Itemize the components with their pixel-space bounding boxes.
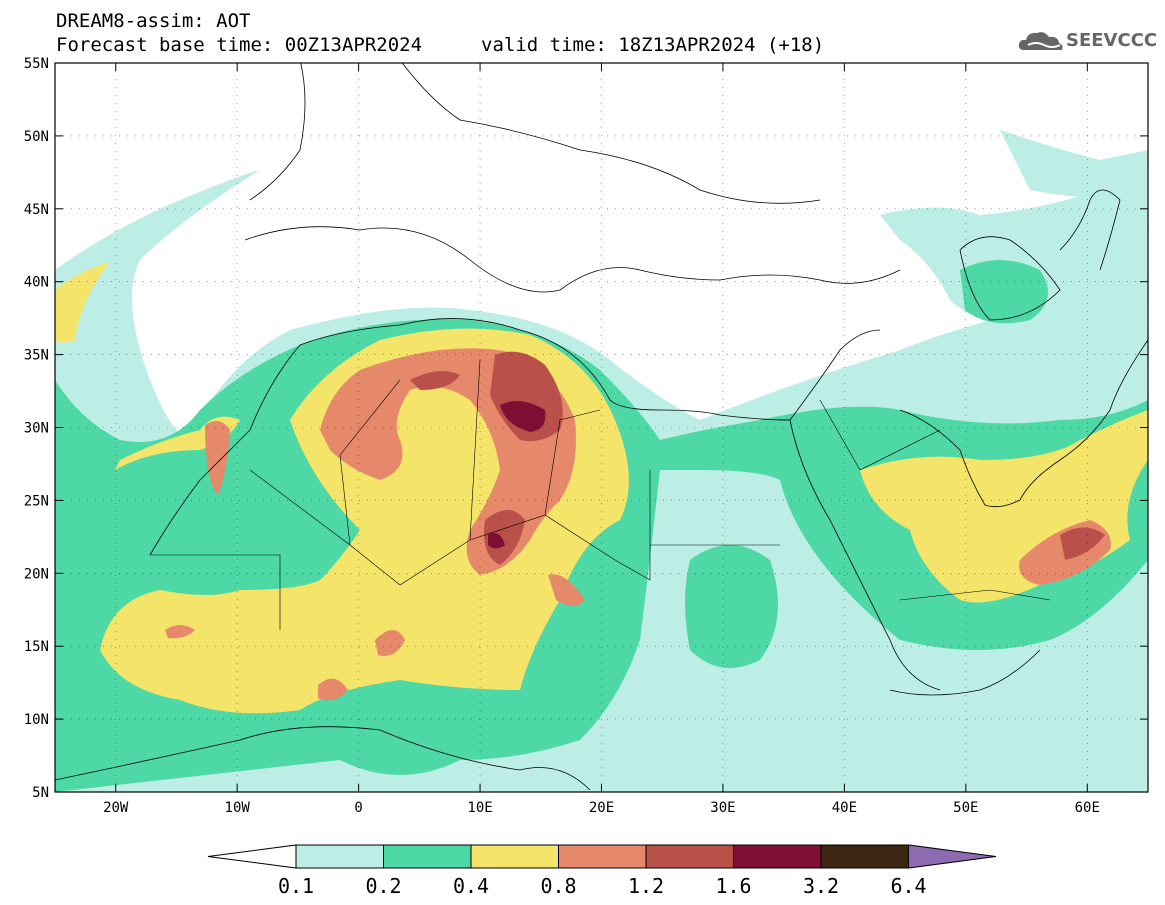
- lat-tick-label: 10N: [24, 712, 49, 728]
- lat-tick-label: 5N: [32, 785, 49, 801]
- lat-tick-label: 35N: [24, 348, 49, 364]
- colorbar-label: 6.4: [890, 874, 926, 898]
- aot-band-0.4: [55, 262, 110, 343]
- colorbar-label: 0.1: [278, 874, 314, 898]
- lat-tick-label: 50N: [24, 129, 49, 145]
- colorbar-label: 0.2: [365, 874, 401, 898]
- colorbar-segment: [645, 844, 734, 869]
- colorbar-lower-arrow: [207, 844, 297, 869]
- lon-tick-label: 50E: [953, 800, 978, 816]
- lon-tick-label: 20W: [103, 800, 129, 816]
- map-title: DREAM8-assim: AOT: [56, 10, 251, 32]
- colorbar-label: 3.2: [803, 874, 839, 898]
- colorbar-label: 0.8: [540, 874, 576, 898]
- aot-band-1.2: [484, 510, 525, 565]
- logo-text: SEEVCCC: [1066, 30, 1158, 51]
- aot-band-0.8: [375, 630, 405, 656]
- colorbar-segment: [383, 844, 472, 869]
- lon-tick-label: 60E: [1075, 800, 1100, 816]
- colorbar-label: 0.4: [453, 874, 489, 898]
- lat-tick-label: 55N: [24, 56, 49, 72]
- cloud-icon: [1018, 32, 1063, 50]
- lon-tick-label: 0: [354, 800, 362, 816]
- lat-tick-label: 40N: [24, 275, 49, 291]
- valid-time: valid time: 18Z13APR2024 (+18): [481, 34, 825, 56]
- lat-tick-label: 20N: [24, 566, 49, 582]
- lat-tick-label: 25N: [24, 493, 49, 509]
- lon-tick-label: 30E: [710, 800, 735, 816]
- lat-tick-label: 30N: [24, 421, 49, 437]
- lat-tick-label: 45N: [24, 202, 49, 218]
- seevccc-logo: SEEVCCC: [1016, 26, 1158, 56]
- colorbar-label: 1.2: [628, 874, 664, 898]
- coastlines: [55, 63, 1148, 791]
- aot-band-0.8: [205, 421, 230, 495]
- aot-band-0.8: [165, 625, 195, 639]
- aot-band-1.2: [1060, 527, 1105, 560]
- aot-band-0.1: [880, 180, 1148, 323]
- aot-band-1.6: [488, 532, 505, 549]
- aot-band-0.8: [548, 574, 585, 606]
- colorbar-segment: [295, 844, 384, 869]
- lon-tick-label: 10E: [467, 800, 492, 816]
- aot-band-0.2: [685, 545, 778, 668]
- aot-band-0.2: [960, 260, 1048, 324]
- lon-tick-label: 10W: [225, 800, 251, 816]
- lat-tick-label: 15N: [24, 639, 49, 655]
- lon-tick-label: 40E: [832, 800, 857, 816]
- aot-band-1.2: [410, 371, 460, 390]
- aot-band-1.6: [500, 401, 546, 432]
- colorbar-segment: [470, 844, 559, 869]
- colorbar-label: 1.6: [715, 874, 751, 898]
- colorbar-upper-arrow: [908, 844, 997, 869]
- colorbar-segment: [558, 844, 647, 869]
- color-bar: 0.1 0.2 0.4 0.8 1.2 1.6 3.2 6.4: [207, 844, 997, 898]
- aot-band-0.1: [1000, 130, 1148, 200]
- forecast-base-time: Forecast base time: 00Z13APR2024: [56, 34, 423, 56]
- colorbar-segment: [820, 844, 909, 869]
- aot-contours: [55, 130, 1148, 792]
- axis-ticks: 55N 50N 45N 40N 35N 30N 25N 20N 15N 10N 5N 20W 10W 0 1…: [24, 56, 1148, 816]
- colorbar-segment: [733, 844, 822, 869]
- aot-band-0.8: [318, 678, 348, 701]
- lon-tick-label: 20E: [589, 800, 614, 816]
